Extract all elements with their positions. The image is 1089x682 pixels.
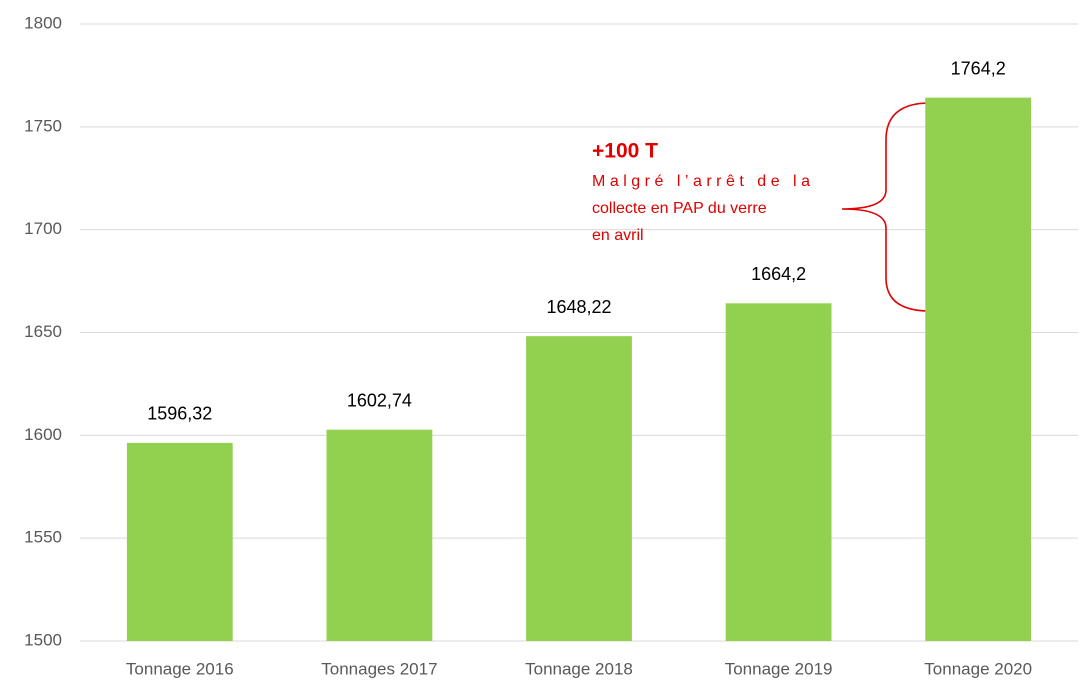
y-tick-label: 1600 — [24, 425, 62, 444]
value-label: 1596,32 — [147, 404, 212, 424]
y-tick-label: 1650 — [24, 322, 62, 341]
annotation-text: Malgré l’arrêt de la — [592, 173, 810, 190]
x-tick-label: Tonnage 2020 — [924, 659, 1032, 678]
y-tick-label: 1750 — [24, 116, 62, 135]
value-label: 1664,2 — [751, 264, 806, 284]
value-label: 1648,22 — [546, 297, 611, 317]
bracket — [841, 102, 931, 312]
y-tick-label: 1550 — [24, 528, 62, 547]
x-tick-label: Tonnage 2016 — [126, 659, 234, 678]
x-tick-label: Tonnages 2017 — [321, 659, 437, 678]
bar — [925, 97, 1032, 642]
bar — [725, 303, 832, 641]
annotation-text: collecte en PAP du verre — [592, 200, 767, 217]
annotation-text: en avril — [592, 227, 644, 244]
value-label: 1764,2 — [951, 58, 1006, 78]
y-tick-label: 1700 — [24, 219, 62, 238]
bar — [326, 429, 433, 641]
x-tick-label: Tonnage 2018 — [525, 659, 633, 678]
bar — [526, 336, 632, 641]
y-tick-label: 1500 — [24, 630, 62, 649]
y-tick-label: 1800 — [24, 13, 62, 32]
x-tick-label: Tonnage 2019 — [725, 659, 833, 678]
value-label: 1602,74 — [347, 390, 412, 410]
bar — [126, 442, 233, 641]
annotation-title: +100 T — [592, 140, 658, 163]
